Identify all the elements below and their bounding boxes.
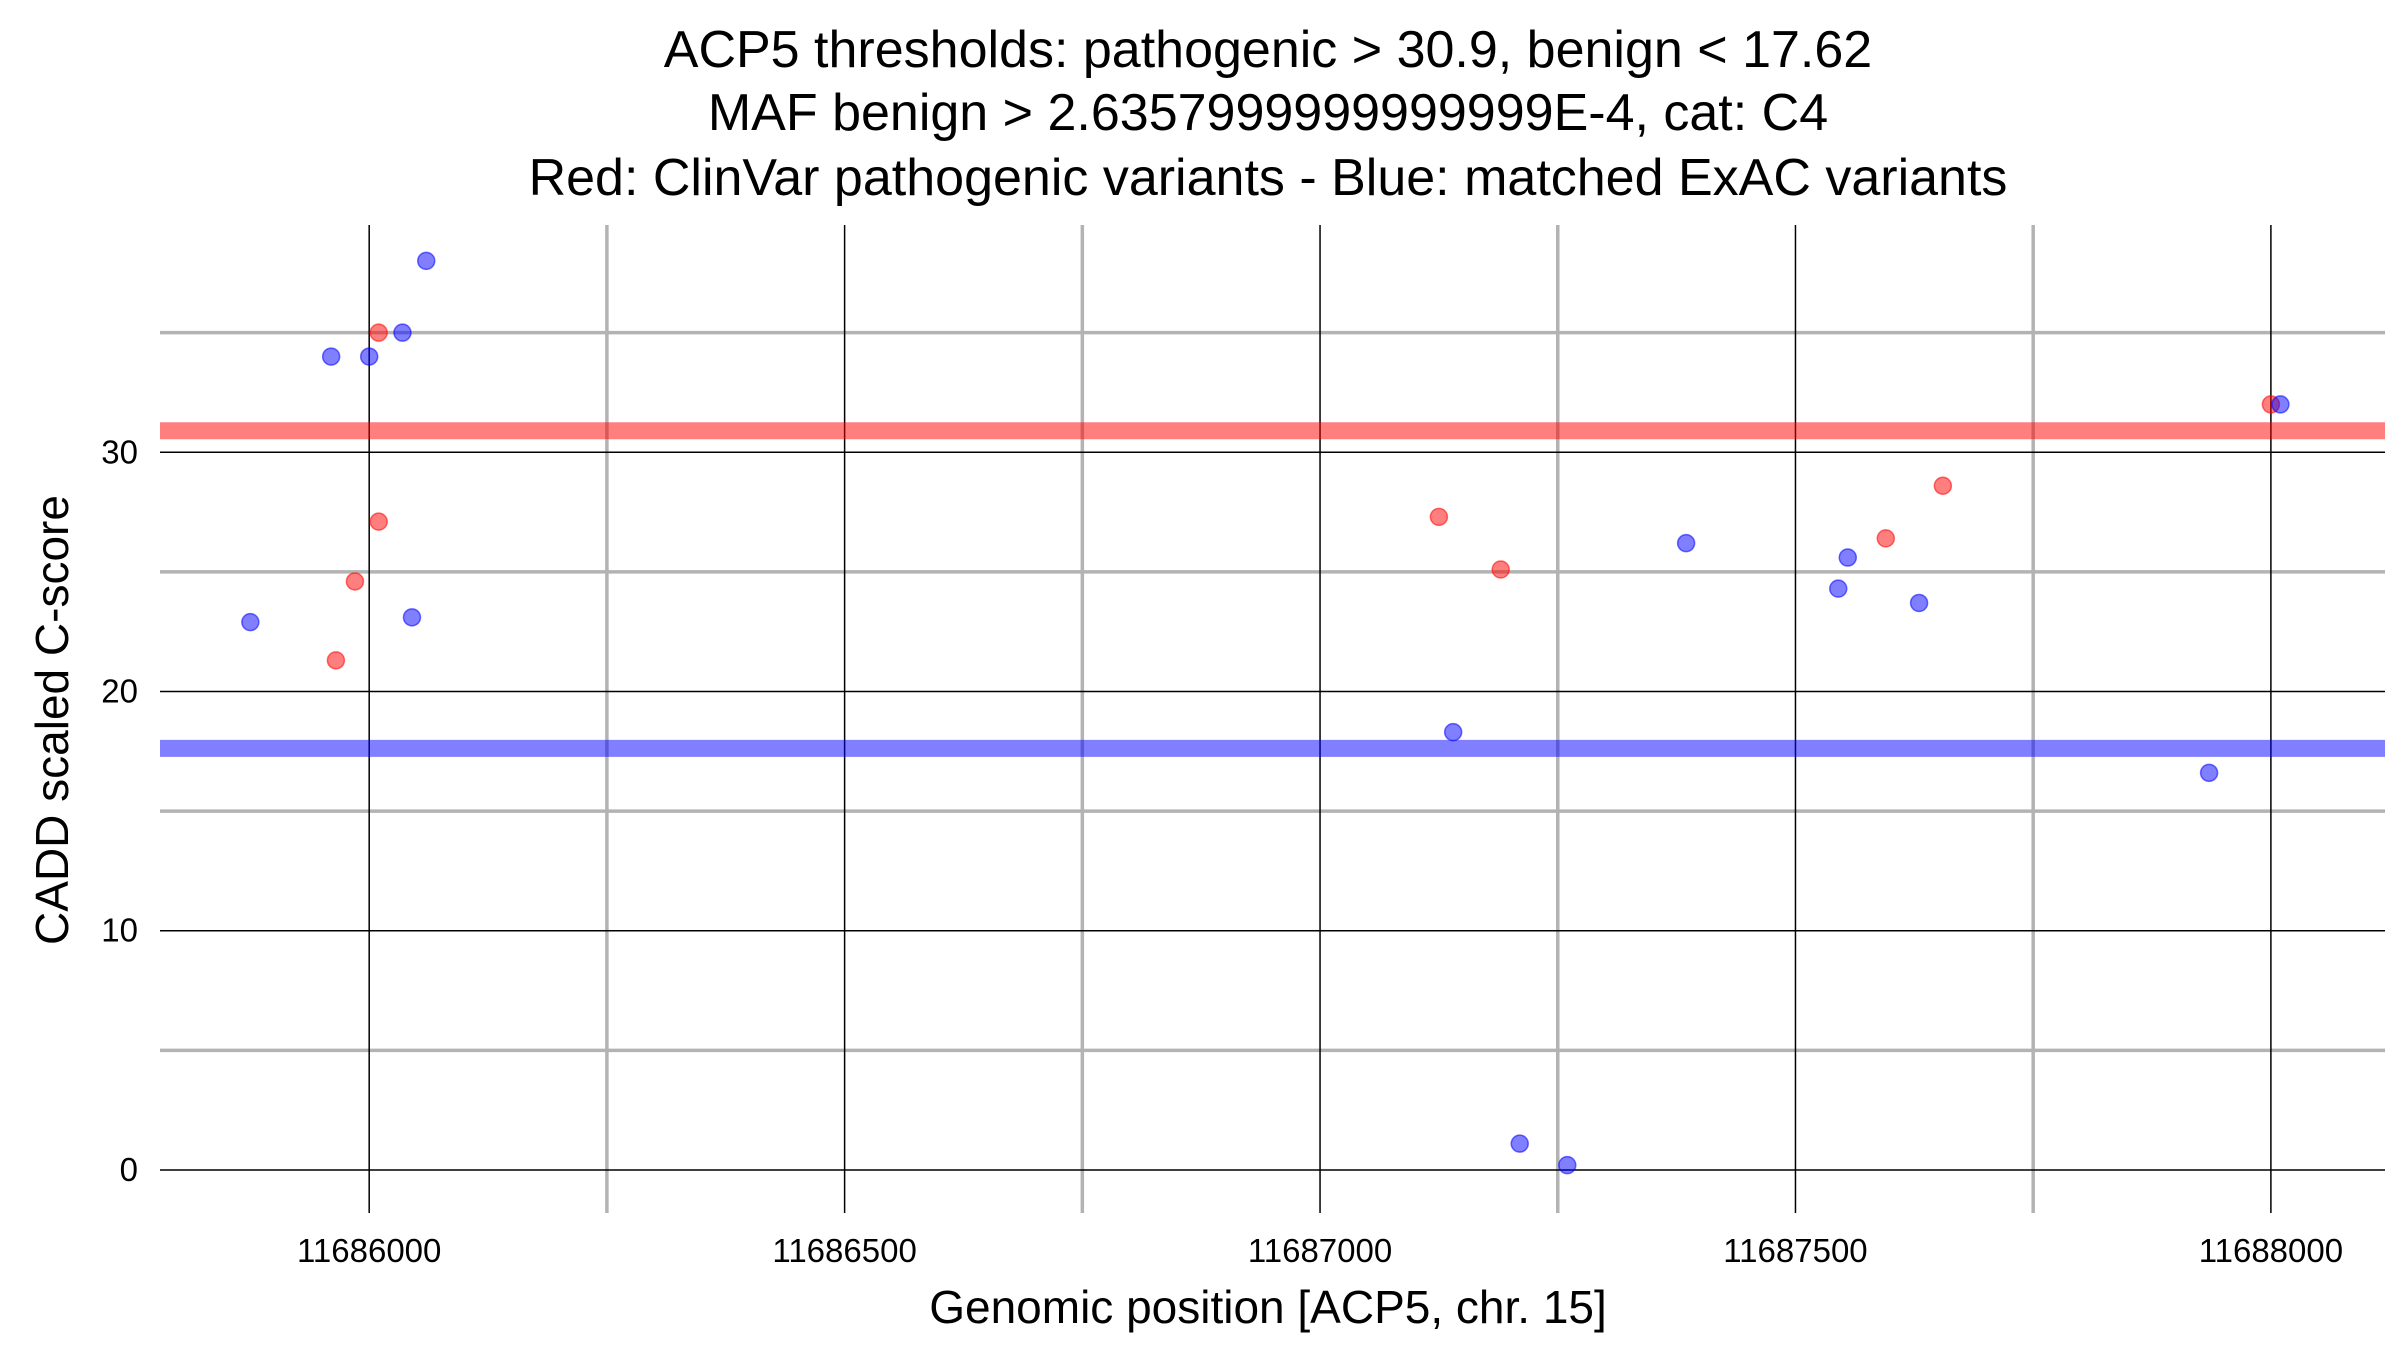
y-axis-ticks: 0 10 20 30 xyxy=(101,433,138,1188)
point-pathogenic xyxy=(1876,529,1896,548)
point-pathogenic xyxy=(1491,560,1510,579)
point-pathogenic xyxy=(369,512,388,531)
x-tick-label: 11686500 xyxy=(772,1232,916,1269)
point-benign xyxy=(416,251,436,271)
x-axis-ticks: 11686000 11686500 11687000 11687500 11688000 xyxy=(297,1232,2343,1269)
y-axis-label: CADD scaled C-score xyxy=(26,495,78,945)
point-benign xyxy=(2271,395,2290,414)
point-benign xyxy=(1829,579,1848,598)
point-benign xyxy=(1838,548,1858,567)
minor-grid xyxy=(160,225,2385,1213)
point-benign xyxy=(402,608,422,627)
y-tick-label: 10 xyxy=(101,912,138,949)
y-tick-label: 30 xyxy=(101,433,138,470)
point-benign xyxy=(1909,593,1929,613)
y-tick-label: 20 xyxy=(101,672,138,709)
x-tick-label: 11688000 xyxy=(2199,1232,2343,1269)
point-benign xyxy=(393,323,412,342)
title-line-3: Red: ClinVar pathogenic variants - Blue:… xyxy=(529,149,2008,207)
point-benign xyxy=(1676,533,1696,553)
threshold-lines xyxy=(160,422,2385,757)
data-points xyxy=(241,251,2290,1175)
y-tick-label: 0 xyxy=(120,1151,138,1188)
point-benign xyxy=(359,347,379,366)
point-benign xyxy=(241,612,260,632)
x-tick-label: 11686000 xyxy=(297,1232,441,1269)
title-line-2: MAF benign > 2.6357999999999999E-4, cat:… xyxy=(708,84,1828,142)
point-benign xyxy=(321,347,341,366)
point-pathogenic xyxy=(1933,476,1953,496)
title-line-1: ACP5 thresholds: pathogenic > 30.9, beni… xyxy=(664,21,1872,79)
point-pathogenic xyxy=(369,323,388,342)
x-tick-label: 11687000 xyxy=(1248,1232,1392,1269)
point-benign xyxy=(1443,722,1463,742)
x-axis-label: Genomic position [ACP5, chr. 15] xyxy=(929,1281,1607,1333)
x-tick-label: 11687500 xyxy=(1723,1232,1867,1269)
point-benign xyxy=(2199,763,2219,783)
point-benign xyxy=(1558,1155,1577,1175)
major-grid xyxy=(160,225,2385,1213)
point-pathogenic xyxy=(326,651,346,670)
point-benign xyxy=(1510,1134,1529,1153)
point-pathogenic xyxy=(1429,507,1449,527)
point-pathogenic xyxy=(345,572,365,591)
chart-title: ACP5 thresholds: pathogenic > 30.9, beni… xyxy=(529,21,2008,207)
